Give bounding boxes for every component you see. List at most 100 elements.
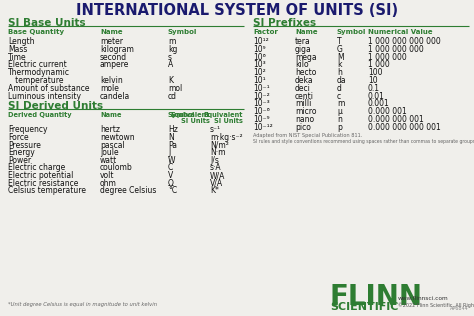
Text: Time: Time <box>8 52 27 62</box>
Text: newtown: newtown <box>100 133 135 142</box>
Text: mega: mega <box>295 52 317 62</box>
Text: A: A <box>168 60 173 70</box>
Text: Name: Name <box>100 29 123 35</box>
Text: Pa: Pa <box>168 141 177 149</box>
Text: W: W <box>168 156 175 165</box>
Text: 1 000 000 000: 1 000 000 000 <box>368 45 424 54</box>
Text: SI Base Units: SI Base Units <box>8 18 86 28</box>
Text: Electric current: Electric current <box>8 60 67 70</box>
Text: Symbol: Symbol <box>168 29 197 35</box>
Text: Electric resistance: Electric resistance <box>8 179 78 188</box>
Text: 0.1: 0.1 <box>368 84 380 93</box>
Text: 10⁶: 10⁶ <box>253 52 266 62</box>
Text: mole: mole <box>100 84 119 93</box>
Text: ohm: ohm <box>100 179 117 188</box>
Text: SI Units: SI Units <box>214 118 243 124</box>
Text: Equivalent: Equivalent <box>204 112 243 118</box>
Text: 10⁻⁶: 10⁻⁶ <box>253 107 270 116</box>
Text: J/s: J/s <box>210 156 219 165</box>
Text: Thermodynamic: Thermodynamic <box>8 68 70 77</box>
Text: Electric potential: Electric potential <box>8 171 73 180</box>
Text: ampere: ampere <box>100 60 129 70</box>
Text: 0.000 000 000 001: 0.000 000 000 001 <box>368 123 441 132</box>
Text: Luminous intensity: Luminous intensity <box>8 92 81 100</box>
Text: μ: μ <box>337 107 342 116</box>
Text: Equivalent: Equivalent <box>171 112 210 118</box>
Text: V/A: V/A <box>210 179 223 188</box>
Text: deci: deci <box>295 84 311 93</box>
Text: micro: micro <box>295 107 317 116</box>
Text: Amount of substance: Amount of substance <box>8 84 90 93</box>
Text: N/m²: N/m² <box>210 141 229 149</box>
Text: d: d <box>337 84 342 93</box>
Text: centi: centi <box>295 92 314 100</box>
Text: coulomb: coulomb <box>100 163 133 173</box>
Text: 1 000 000 000 000: 1 000 000 000 000 <box>368 37 441 46</box>
Text: kelvin: kelvin <box>100 76 123 85</box>
Text: milli: milli <box>295 100 311 108</box>
Text: SI Derived Units: SI Derived Units <box>8 101 103 112</box>
Text: kg: kg <box>168 45 177 54</box>
Text: J: J <box>168 148 170 157</box>
Text: 1 000: 1 000 <box>368 60 390 70</box>
Text: 10²: 10² <box>253 68 266 77</box>
Text: SI rules and style conventions recommend using spaces rather than commas to sepa: SI rules and style conventions recommend… <box>253 139 474 143</box>
Text: 10¹²: 10¹² <box>253 37 269 46</box>
Text: Base Quantity: Base Quantity <box>8 29 64 35</box>
Text: candela: candela <box>100 92 130 100</box>
Text: K*: K* <box>210 186 219 195</box>
Text: 10³: 10³ <box>253 60 266 70</box>
Text: Derived Quantity: Derived Quantity <box>8 112 72 118</box>
Text: N·m: N·m <box>210 148 226 157</box>
Text: hertz: hertz <box>100 125 120 134</box>
Text: 0.000 001: 0.000 001 <box>368 107 407 116</box>
Text: 0.000 000 001: 0.000 000 001 <box>368 115 424 124</box>
Text: N: N <box>168 133 174 142</box>
Text: c: c <box>337 92 341 100</box>
Text: C: C <box>168 163 173 173</box>
Text: 10⁹: 10⁹ <box>253 45 265 54</box>
Text: 10⁻²: 10⁻² <box>253 92 270 100</box>
Text: s: s <box>168 52 172 62</box>
Text: Pressure: Pressure <box>8 141 41 149</box>
Text: Symbol: Symbol <box>337 29 366 35</box>
Text: 1 000 000: 1 000 000 <box>368 52 407 62</box>
Text: 10: 10 <box>368 76 378 85</box>
Text: ©2022 Flinn Scientific. All Rights Reserved.: ©2022 Flinn Scientific. All Rights Reser… <box>398 302 474 307</box>
Text: k: k <box>337 60 341 70</box>
Text: watt: watt <box>100 156 117 165</box>
Text: Name: Name <box>295 29 318 35</box>
Text: G: G <box>337 45 343 54</box>
Text: Energy: Energy <box>8 148 35 157</box>
Text: Factor: Factor <box>253 29 278 35</box>
Text: deka: deka <box>295 76 314 85</box>
Text: Adapted from NIST Special Publication 811.: Adapted from NIST Special Publication 81… <box>253 133 363 137</box>
Text: Frequency: Frequency <box>8 125 47 134</box>
Text: SCIENTIFIC: SCIENTIFIC <box>330 302 398 312</box>
Text: Power: Power <box>8 156 31 165</box>
Text: s⁻¹: s⁻¹ <box>210 125 221 134</box>
Text: Numerical Value: Numerical Value <box>368 29 433 35</box>
Text: degree Celsius: degree Celsius <box>100 186 156 195</box>
Text: h: h <box>337 68 342 77</box>
Text: K: K <box>168 76 173 85</box>
Text: 0.01: 0.01 <box>368 92 385 100</box>
Text: hecto: hecto <box>295 68 316 77</box>
Text: m·kg·s⁻²: m·kg·s⁻² <box>210 133 243 142</box>
Text: Hz: Hz <box>168 125 178 134</box>
Text: M: M <box>337 52 344 62</box>
Text: Length: Length <box>8 37 35 46</box>
Text: FLINN: FLINN <box>330 283 423 311</box>
Text: m: m <box>168 37 175 46</box>
Text: pico: pico <box>295 123 311 132</box>
Text: www.flinnsci.com: www.flinnsci.com <box>398 296 449 301</box>
Text: Force: Force <box>8 133 28 142</box>
Text: p: p <box>337 123 342 132</box>
Text: joule: joule <box>100 148 118 157</box>
Text: n: n <box>337 115 342 124</box>
Text: Ω: Ω <box>168 179 174 188</box>
Text: da: da <box>337 76 346 85</box>
Text: s·A: s·A <box>210 163 222 173</box>
Text: nano: nano <box>295 115 314 124</box>
Text: meter: meter <box>100 37 123 46</box>
